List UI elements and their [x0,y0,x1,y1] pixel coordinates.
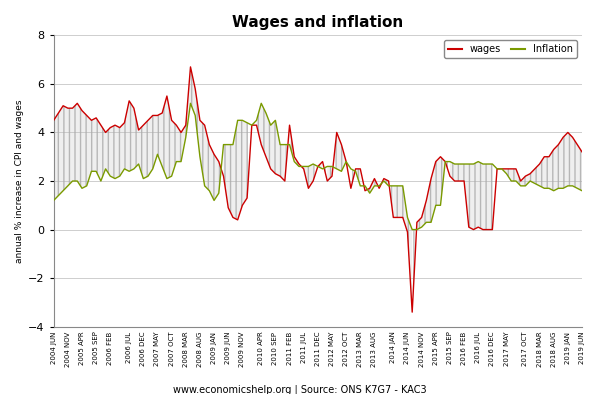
Title: Wages and inflation: Wages and inflation [232,15,403,30]
Text: www.economicshelp.org | Source: ONS K7G7 - KAC3: www.economicshelp.org | Source: ONS K7G7… [173,384,427,394]
Y-axis label: annual % increase in CPI and wages: annual % increase in CPI and wages [15,99,24,263]
Legend: wages, Inflation: wages, Inflation [443,40,577,58]
